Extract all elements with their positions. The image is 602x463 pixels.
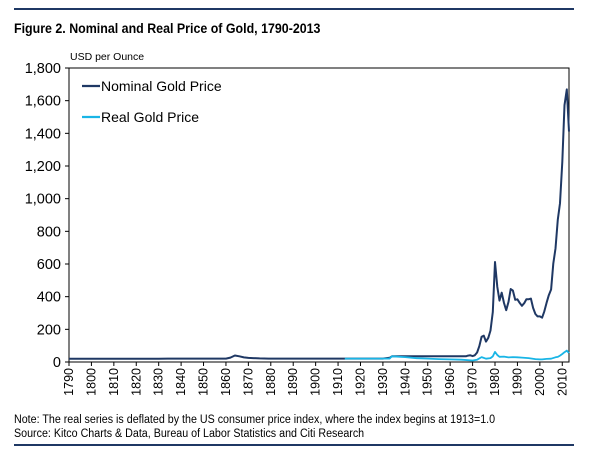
x-tick-label: 1880 <box>264 368 278 396</box>
y-tick-label: 200 <box>37 322 61 338</box>
x-tick-label: 1840 <box>174 368 188 396</box>
x-tick-label: 1890 <box>286 368 300 396</box>
x-tick-label: 1990 <box>510 368 524 396</box>
y-tick-label: 1,400 <box>25 126 61 142</box>
x-tick-label: 1940 <box>398 368 412 396</box>
x-tick-label: 1860 <box>219 368 233 396</box>
x-tick-label: 1920 <box>353 368 367 396</box>
plot-frame <box>68 67 570 363</box>
x-tick-label: 1870 <box>241 368 255 396</box>
x-tick-label: 1810 <box>107 368 121 396</box>
real-price-line <box>344 349 570 362</box>
x-tick-label: 1910 <box>331 368 345 396</box>
chart-note: Note: The real series is deflated by the… <box>14 414 496 426</box>
chart-source: Source: Kitco Charts & Data, Bureau of L… <box>14 428 365 440</box>
y-axis-label: USD per Ounce <box>70 51 144 63</box>
y-tick-label: 0 <box>53 355 61 371</box>
x-tick-label: 1930 <box>376 368 390 396</box>
bottom-rule <box>14 444 574 446</box>
y-tick-label: 1,000 <box>25 192 61 208</box>
x-tick-label: 1900 <box>309 368 323 396</box>
y-tick-label: 400 <box>37 290 61 306</box>
x-tick-label: 1820 <box>129 368 143 396</box>
x-tick-label: 2010 <box>555 368 569 396</box>
y-tick-label: 600 <box>37 257 61 273</box>
figure-title: Figure 2. Nominal and Real Price of Gold… <box>14 21 321 36</box>
y-tick-label: 1,200 <box>25 159 61 175</box>
x-tick-label: 1850 <box>197 368 211 396</box>
x-tick-label: 1830 <box>152 368 166 396</box>
y-tick-label: 800 <box>37 224 61 240</box>
y-tick-label: 1,800 <box>25 61 61 77</box>
x-tick-label: 1800 <box>84 368 98 396</box>
x-tick-label: 1970 <box>466 368 480 396</box>
x-tick-label: 1790 <box>62 368 76 396</box>
gold-price-chart: USD per Ounce 0 200 400 600 800 1,000 1,200 1,40… <box>25 51 570 396</box>
legend-entry-nominal: Nominal Gold Price <box>101 78 222 94</box>
series-lines <box>69 88 570 362</box>
axes: USD per Ounce 0 200 400 600 800 1,000 1,200 1,40… <box>25 51 570 396</box>
x-tick-label: 1980 <box>488 368 502 396</box>
y-tick-label: 1,600 <box>25 94 61 110</box>
legend: Nominal Gold Price Real Gold Price <box>82 78 222 125</box>
x-tick-label: 2000 <box>533 368 547 396</box>
nominal-price-line <box>69 88 570 360</box>
top-rule <box>14 8 574 10</box>
x-tick-label: 1950 <box>421 368 435 396</box>
x-tick-label: 1960 <box>443 368 457 396</box>
legend-entry-real: Real Gold Price <box>101 109 199 125</box>
